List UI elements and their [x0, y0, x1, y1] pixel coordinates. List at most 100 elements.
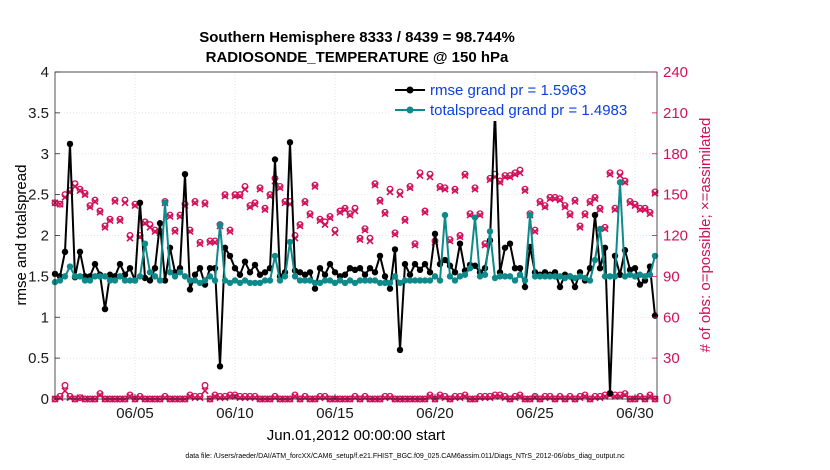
rmse-point [116, 260, 124, 268]
y-tick-label: 0 [41, 391, 49, 408]
rmse-point [196, 265, 204, 272]
obs-possible-point [376, 196, 384, 204]
obs-possible-point [441, 184, 449, 192]
spread-point [426, 277, 434, 284]
spread-point [381, 279, 389, 287]
obs-possible-point [461, 170, 469, 178]
spread-point [256, 279, 264, 287]
obs-assimilated-point [521, 186, 529, 195]
rmse-point [126, 265, 134, 272]
obs-assimilated-point [361, 226, 369, 234]
obs-possible-point [101, 222, 109, 230]
obs-possible-point [466, 210, 474, 218]
rmse-point [501, 244, 509, 251]
obs-possible-point [596, 204, 604, 212]
y-tick-label: 1.5 [28, 268, 49, 285]
spread-point [271, 252, 279, 260]
spread-point [106, 277, 114, 284]
rmse-point [356, 265, 364, 272]
obs-assimilated-point [171, 227, 179, 235]
obs-possible-point [566, 210, 574, 218]
spread-point [411, 277, 419, 284]
obs-possible-low-point [201, 381, 209, 389]
spread-point [331, 279, 339, 287]
spread-point [386, 279, 394, 287]
obs-assimilated-low-point [386, 394, 394, 402]
obs-assimilated-point [341, 206, 349, 214]
rmse-point [186, 286, 194, 293]
spread-point [56, 277, 64, 284]
obs-assimilated-point [236, 192, 244, 200]
obs-assimilated-point [101, 223, 109, 231]
obs-assimilated-low-point [201, 387, 209, 395]
obs-assimilated-low-point [301, 394, 309, 402]
spread-point [206, 273, 214, 280]
obs-assimilated-low-point [56, 394, 64, 402]
obs-assimilated-point [321, 221, 329, 229]
spread-point [231, 277, 239, 284]
obs-assimilated-low-point [136, 394, 144, 402]
rmse-point [591, 211, 599, 219]
legend-rmse-label: rmse grand pr = 1.5963 [430, 82, 586, 99]
rmse-point [231, 265, 239, 272]
obs-assimilated-point [401, 216, 409, 225]
spread-point [491, 274, 499, 282]
rmse-point [236, 271, 244, 278]
rmse-point [191, 271, 199, 278]
obs-assimilated-point [356, 236, 364, 244]
rmse-point [616, 271, 624, 278]
obs-assimilated-point [386, 188, 394, 196]
spread-point [596, 225, 604, 233]
spread-point [376, 279, 384, 287]
spread-point [646, 271, 654, 278]
rmse-point [376, 252, 384, 260]
spread-point [101, 273, 109, 280]
obs-possible-point [306, 210, 314, 218]
obs-possible-point [226, 226, 234, 234]
rmse-point [141, 274, 149, 282]
spread-point [186, 277, 194, 284]
rmse-point [216, 363, 224, 370]
spread-point [496, 273, 504, 280]
spread-point [371, 277, 379, 284]
y-axis-label: rmse and totalspread [13, 165, 30, 306]
y-right-tick-label: 150 [663, 187, 688, 204]
spread-point [81, 277, 89, 284]
spread-point [166, 269, 174, 276]
spread-point [576, 273, 584, 280]
obs-assimilated-point [461, 171, 469, 180]
spread-point [146, 269, 154, 276]
y-right-tick-label: 60 [663, 309, 680, 326]
obs-assimilated-point [331, 229, 339, 237]
y-tick-label: 1 [41, 309, 49, 326]
obs-possible-point [106, 215, 114, 223]
obs-assimilated-low-point [211, 392, 219, 400]
obs-possible-point [471, 184, 479, 192]
spread-point [121, 277, 129, 284]
spread-point [136, 273, 144, 280]
spread-point [141, 240, 149, 247]
obs-possible-point [251, 199, 259, 207]
spread-point [546, 273, 554, 280]
obs-possible-point [181, 200, 189, 208]
obs-assimilated-point [406, 184, 414, 192]
rmse-point [161, 277, 169, 284]
obs-possible-point [411, 240, 419, 248]
spread-point [611, 273, 619, 280]
obs-possible-point [116, 215, 124, 223]
obs-assimilated-point [116, 216, 124, 225]
obs-assimilated-point [226, 227, 234, 235]
spread-point [316, 279, 324, 287]
spread-point [341, 279, 349, 287]
obs-assimilated-point [326, 214, 334, 222]
spread-point [591, 256, 599, 264]
obs-possible-point [171, 226, 179, 234]
rmse-point [516, 265, 524, 272]
obs-assimilated-point [456, 233, 464, 241]
obs-assimilated-point [301, 199, 309, 207]
legend: rmse grand pr = 1.5963 totalspread grand… [390, 79, 652, 121]
spread-point [531, 273, 539, 280]
obs-possible-point [86, 202, 94, 209]
spread-point [261, 277, 269, 284]
obs-assimilated-low-point [556, 394, 564, 402]
